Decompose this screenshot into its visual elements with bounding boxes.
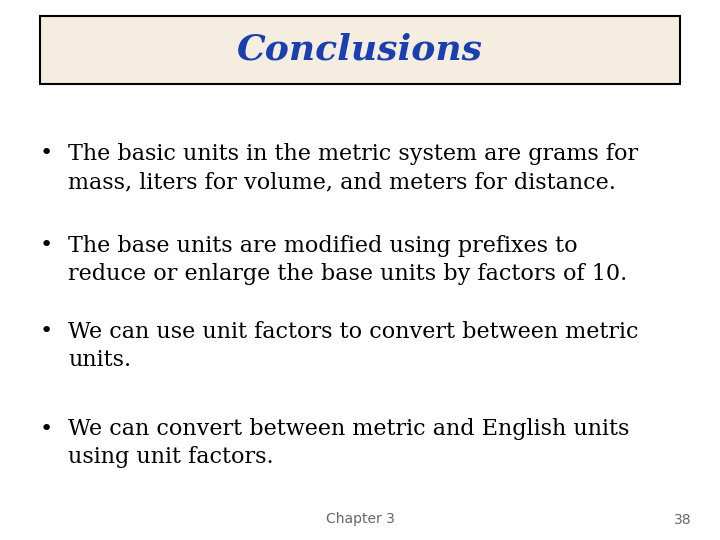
Text: •: • (40, 143, 53, 163)
Text: The basic units in the metric system are grams for
mass, liters for volume, and : The basic units in the metric system are… (68, 143, 639, 193)
Text: The base units are modified using prefixes to
reduce or enlarge the base units b: The base units are modified using prefix… (68, 235, 628, 285)
Text: We can use unit factors to convert between metric
units.: We can use unit factors to convert betwe… (68, 321, 639, 372)
Text: •: • (40, 235, 53, 255)
Text: •: • (40, 321, 53, 341)
Text: 38: 38 (674, 512, 691, 526)
Text: Chapter 3: Chapter 3 (325, 512, 395, 526)
FancyBboxPatch shape (40, 16, 680, 84)
Text: •: • (40, 418, 53, 438)
Text: Conclusions: Conclusions (237, 33, 483, 67)
Text: We can convert between metric and English units
using unit factors.: We can convert between metric and Englis… (68, 418, 630, 468)
